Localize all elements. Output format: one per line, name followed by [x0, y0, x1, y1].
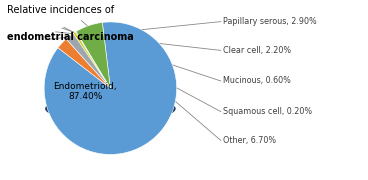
- Wedge shape: [66, 33, 110, 88]
- Wedge shape: [44, 22, 177, 154]
- Wedge shape: [75, 31, 110, 88]
- Wedge shape: [73, 32, 110, 88]
- Text: endometrial carcinoma: endometrial carcinoma: [7, 32, 134, 42]
- Text: Relative incidences of: Relative incidences of: [7, 5, 114, 15]
- Text: Clear cell, 2.20%: Clear cell, 2.20%: [223, 46, 291, 55]
- Ellipse shape: [47, 91, 174, 116]
- Text: Mucinous, 0.60%: Mucinous, 0.60%: [223, 76, 290, 86]
- Text: Endometrioid,
87.40%: Endometrioid, 87.40%: [53, 82, 117, 101]
- Wedge shape: [58, 39, 110, 88]
- Text: Squamous cell, 0.20%: Squamous cell, 0.20%: [223, 107, 312, 116]
- Text: Other, 6.70%: Other, 6.70%: [223, 136, 276, 145]
- Text: Papillary serous, 2.90%: Papillary serous, 2.90%: [223, 17, 316, 26]
- Ellipse shape: [45, 95, 176, 122]
- Wedge shape: [76, 22, 110, 88]
